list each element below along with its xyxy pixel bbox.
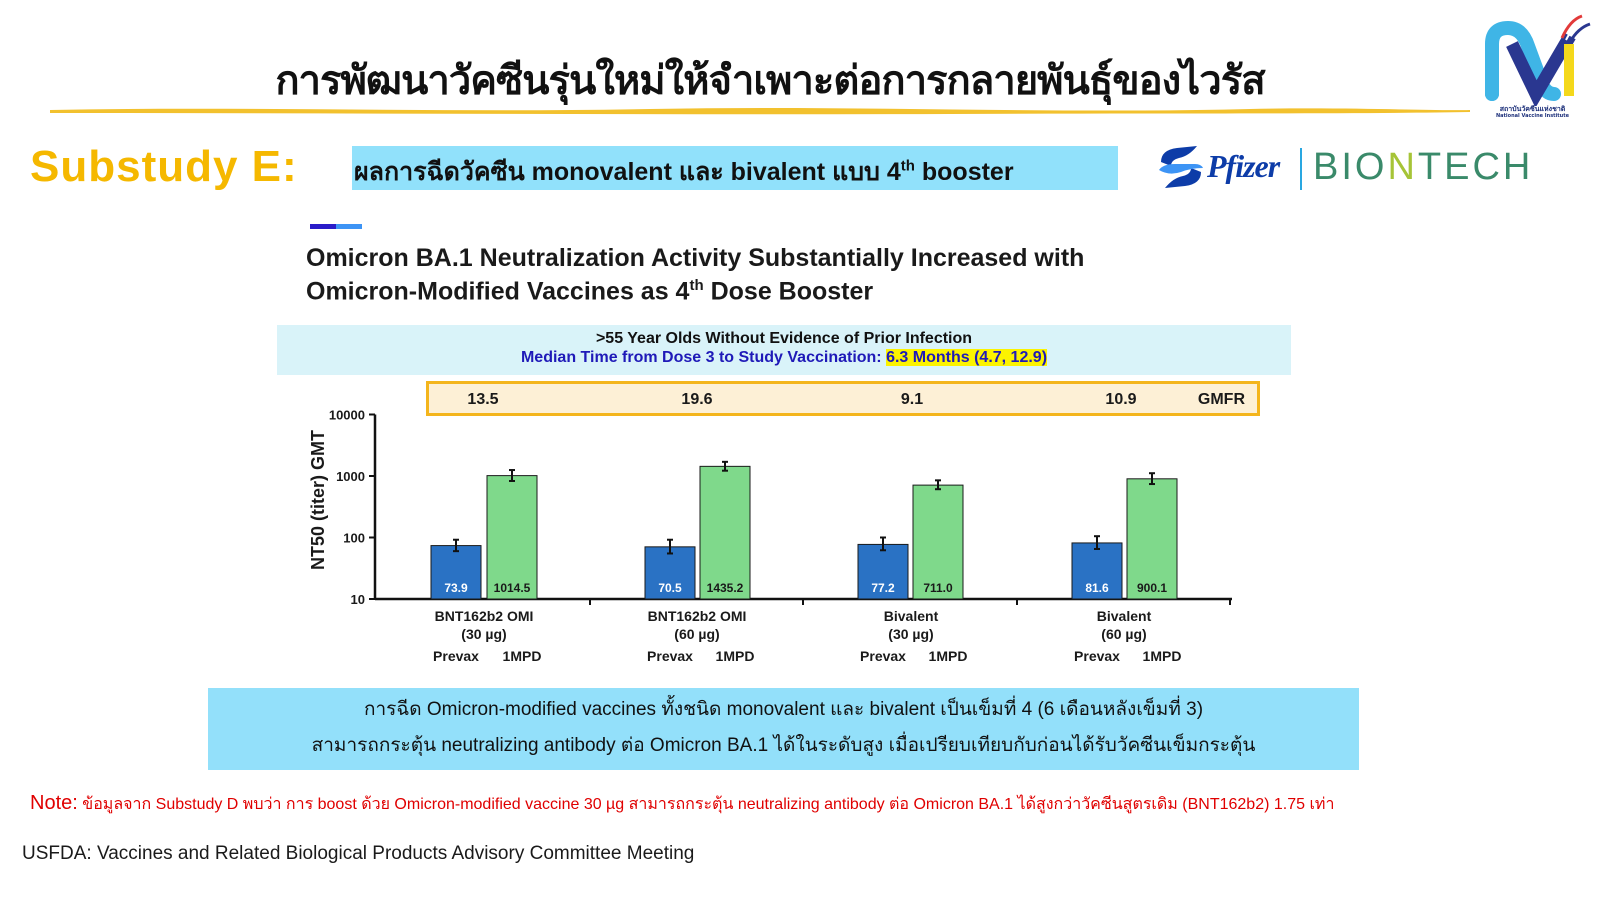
slide-title: การพัฒนาวัคซีนรุ่นใหม่ให้จำเพาะต่อการกลา… bbox=[275, 58, 1265, 104]
biontech-logo: BIONTECH bbox=[1313, 146, 1533, 189]
biontech-part-1: BIO bbox=[1313, 146, 1388, 188]
x-category-label: BNT162b2 OMI (60 µg) bbox=[647, 608, 747, 642]
gmfr-value: 19.6 bbox=[681, 391, 713, 408]
chart-title: Omicron BA.1 Neutralization Activity Sub… bbox=[306, 244, 1206, 305]
gmfr-value: 13.5 bbox=[467, 391, 499, 408]
substudy-label: Substudy E: bbox=[30, 142, 298, 191]
bar-prevax bbox=[857, 543, 909, 600]
gmfr-value: 10.9 bbox=[1105, 391, 1137, 408]
gmfr-box: 13.5 19.6 9.1 10.9 GMFR bbox=[426, 381, 1260, 416]
bar-1mpd bbox=[486, 475, 538, 600]
y-axis-title: NT50 (titer) GMT bbox=[308, 430, 328, 570]
bar-value-label: 77.2 bbox=[871, 581, 895, 595]
pfizer-logo: Pfizer bbox=[1155, 140, 1285, 196]
series-label: 1MPD bbox=[1142, 648, 1182, 664]
chart-title-sup: th bbox=[689, 277, 704, 294]
population-box: >55 Year Olds Without Evidence of Prior … bbox=[277, 325, 1291, 375]
bar-value-label: 70.5 bbox=[658, 581, 682, 595]
gmfr-value: 9.1 bbox=[900, 391, 924, 408]
source-citation: USFDA: Vaccines and Related Biological P… bbox=[22, 843, 695, 864]
series-label: 1MPD bbox=[715, 648, 755, 664]
substudy-banner-text: ผลการฉีดวัคซีน monovalent และ bivalent แ… bbox=[354, 158, 901, 186]
bar-prevax bbox=[1071, 542, 1123, 600]
nvi-caption-th: สถาบันวัคซีนแห่งชาติ bbox=[1499, 105, 1566, 113]
bar-1mpd bbox=[699, 465, 751, 600]
bar-value-label: 1435.2 bbox=[707, 581, 744, 595]
median-time-value: 6.3 Months (4.7, 12.9) bbox=[886, 349, 1048, 366]
bar-value-label: 73.9 bbox=[444, 581, 468, 595]
substudy-banner: ผลการฉีดวัคซีน monovalent และ bivalent แ… bbox=[352, 146, 1118, 190]
chart-title-line-2-tail: Dose Booster bbox=[703, 277, 874, 306]
bar-1mpd bbox=[1126, 478, 1178, 600]
median-time-label: Median Time from Dose 3 to Study Vaccina… bbox=[520, 349, 887, 366]
bar-value-label: 900.1 bbox=[1137, 581, 1167, 595]
nvi-logo: สถาบันวัคซีนแห่งชาติ National Vaccine In… bbox=[1470, 14, 1595, 119]
yellow-brush-underline bbox=[50, 107, 1470, 115]
logo-divider bbox=[1300, 148, 1302, 190]
pfizer-wordmark: Pfizer bbox=[1207, 148, 1280, 184]
substudy-banner-tail: booster bbox=[914, 158, 1014, 186]
bar-value-label: 711.0 bbox=[923, 581, 953, 595]
population-description: >55 Year Olds Without Evidence of Prior … bbox=[595, 330, 973, 347]
bar-value-label: 81.6 bbox=[1085, 581, 1109, 595]
chart-title-line-2: Omicron-Modified Vaccines as 4th Dose Bo… bbox=[306, 272, 1206, 305]
biontech-part-n: N bbox=[1387, 146, 1418, 188]
x-category-label: Bivalent (30 µg) bbox=[883, 608, 939, 642]
bar-prevax bbox=[430, 545, 482, 600]
biontech-part-2: TECH bbox=[1417, 146, 1534, 188]
nvi-caption-en: National Vaccine Institute bbox=[1495, 113, 1570, 119]
series-label: Prevax bbox=[433, 648, 479, 664]
chart-title-line-2-text: Omicron-Modified Vaccines as 4 bbox=[306, 277, 690, 306]
y-tick-label: 1000 bbox=[336, 469, 365, 484]
note-label: Note: bbox=[30, 792, 78, 814]
pfizer-helix-icon bbox=[1159, 146, 1203, 188]
nvi-logo-caption: สถาบันวัคซีนแห่งชาติ National Vaccine In… bbox=[1470, 105, 1595, 119]
bar-chart: 10 100 1000 10000 73.9 70.5 77.2 81.6 1014.5 1435… bbox=[329, 408, 1232, 607]
bar-value-label: 1014.5 bbox=[494, 581, 531, 595]
median-time: Median Time from Dose 3 to Study Vaccina… bbox=[277, 348, 1291, 368]
y-tick-label: 10 bbox=[351, 592, 365, 607]
gmfr-label: GMFR bbox=[1197, 391, 1245, 408]
bar-1mpd bbox=[912, 484, 964, 600]
note: Note: ข้อมูลจาก Substudy D พบว่า การ boo… bbox=[30, 792, 1590, 817]
bar-prevax bbox=[644, 546, 696, 600]
series-label: Prevax bbox=[860, 648, 906, 664]
substudy-banner-sup: th bbox=[900, 157, 915, 175]
summary-box: การฉีด Omicron-modified vaccines ทั้งชนิ… bbox=[208, 688, 1359, 770]
x-category-label: BNT162b2 OMI (30 µg) bbox=[434, 608, 534, 642]
note-text: ข้อมูลจาก Substudy D พบว่า การ boost ด้ว… bbox=[77, 796, 1335, 813]
series-label: Prevax bbox=[1074, 648, 1120, 664]
summary-line-1: การฉีด Omicron-modified vaccines ทั้งชนิ… bbox=[363, 699, 1204, 720]
summary-line-2: สามารถกระตุ้น neutralizing antibody ต่อ … bbox=[311, 735, 1256, 756]
y-axis-title-text: NT50 (titer) GMT bbox=[308, 430, 328, 570]
series-label: 1MPD bbox=[502, 648, 542, 664]
accent-bar bbox=[310, 224, 362, 229]
series-label: 1MPD bbox=[928, 648, 968, 664]
y-tick-label: 10000 bbox=[329, 408, 365, 423]
series-label: Prevax bbox=[647, 648, 693, 664]
y-tick-label: 100 bbox=[343, 531, 365, 546]
chart-title-line-1: Omicron BA.1 Neutralization Activity Sub… bbox=[306, 244, 1085, 272]
x-category-label: Bivalent (60 µg) bbox=[1096, 608, 1152, 642]
nvi-logo-icon bbox=[1485, 14, 1591, 108]
